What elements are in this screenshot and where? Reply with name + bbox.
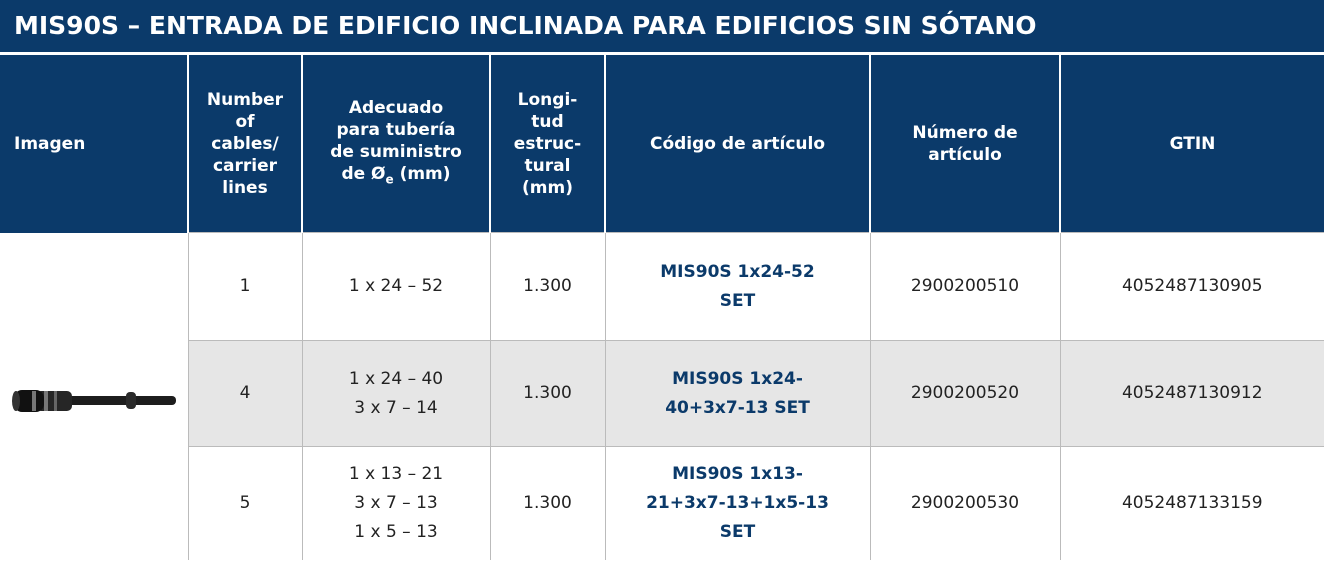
table-cell: 1: [187, 232, 302, 341]
table-cell: 4052487130905: [1059, 232, 1324, 341]
header-cell: Adecuado para tubería de suministro de Ø…: [301, 55, 490, 233]
header-cell: GTIN: [1059, 55, 1324, 233]
header-cell: Imagen: [0, 55, 188, 233]
header-text: (mm): [393, 163, 451, 184]
header-subscript: e: [385, 172, 394, 187]
article-code: MIS90S 1x24-52 SET: [604, 232, 870, 341]
header-cell: Longi- tud estruc- tural (mm): [489, 55, 605, 233]
pipe-body: [68, 396, 176, 405]
pipe-ring: [44, 391, 48, 411]
table-cell: 1 x 24 – 40 3 x 7 – 14: [301, 340, 490, 447]
product-image: [12, 390, 176, 412]
header-cell: Número de artículo: [869, 55, 1060, 233]
header-cell: Código de artículo: [604, 55, 870, 233]
header-row: Imagen Number of cables/ carrier lines A…: [0, 55, 1324, 233]
table-cell: 4052487133159: [1059, 446, 1324, 560]
table-cell: 1 x 24 – 52: [301, 232, 490, 341]
table-cell: 2900200510: [869, 232, 1060, 341]
table-cell: 1 x 13 – 21 3 x 7 – 13 1 x 5 – 13: [301, 446, 490, 560]
pipe-seal: [14, 390, 44, 412]
table-cell: 4052487130912: [1059, 340, 1324, 447]
header-cell: Number of cables/ carrier lines: [187, 55, 302, 233]
pipe-ring: [54, 391, 57, 411]
table-cell: 4: [187, 340, 302, 447]
table-cell: 1.300: [489, 232, 605, 341]
product-table: Imagen Number of cables/ carrier lines A…: [0, 55, 1324, 560]
table-cell: 1.300: [489, 446, 605, 560]
table-cell: 2900200520: [869, 340, 1060, 447]
table-cell: 5: [187, 446, 302, 560]
article-code: MIS90S 1x13- 21+3x7-13+1x5-13 SET: [604, 446, 870, 560]
table-cell: 1.300: [489, 340, 605, 447]
pipe-collar: [126, 392, 136, 409]
pipe-ring: [32, 391, 36, 411]
article-code: MIS90S 1x24- 40+3x7-13 SET: [604, 340, 870, 447]
header-text: Adecuado para tubería de suministro de Ø: [330, 97, 462, 184]
table-cell: 2900200530: [869, 446, 1060, 560]
table-title: MIS90S – ENTRADA DE EDIFICIO INCLINADA P…: [0, 0, 1324, 55]
pipe-end: [12, 391, 20, 411]
